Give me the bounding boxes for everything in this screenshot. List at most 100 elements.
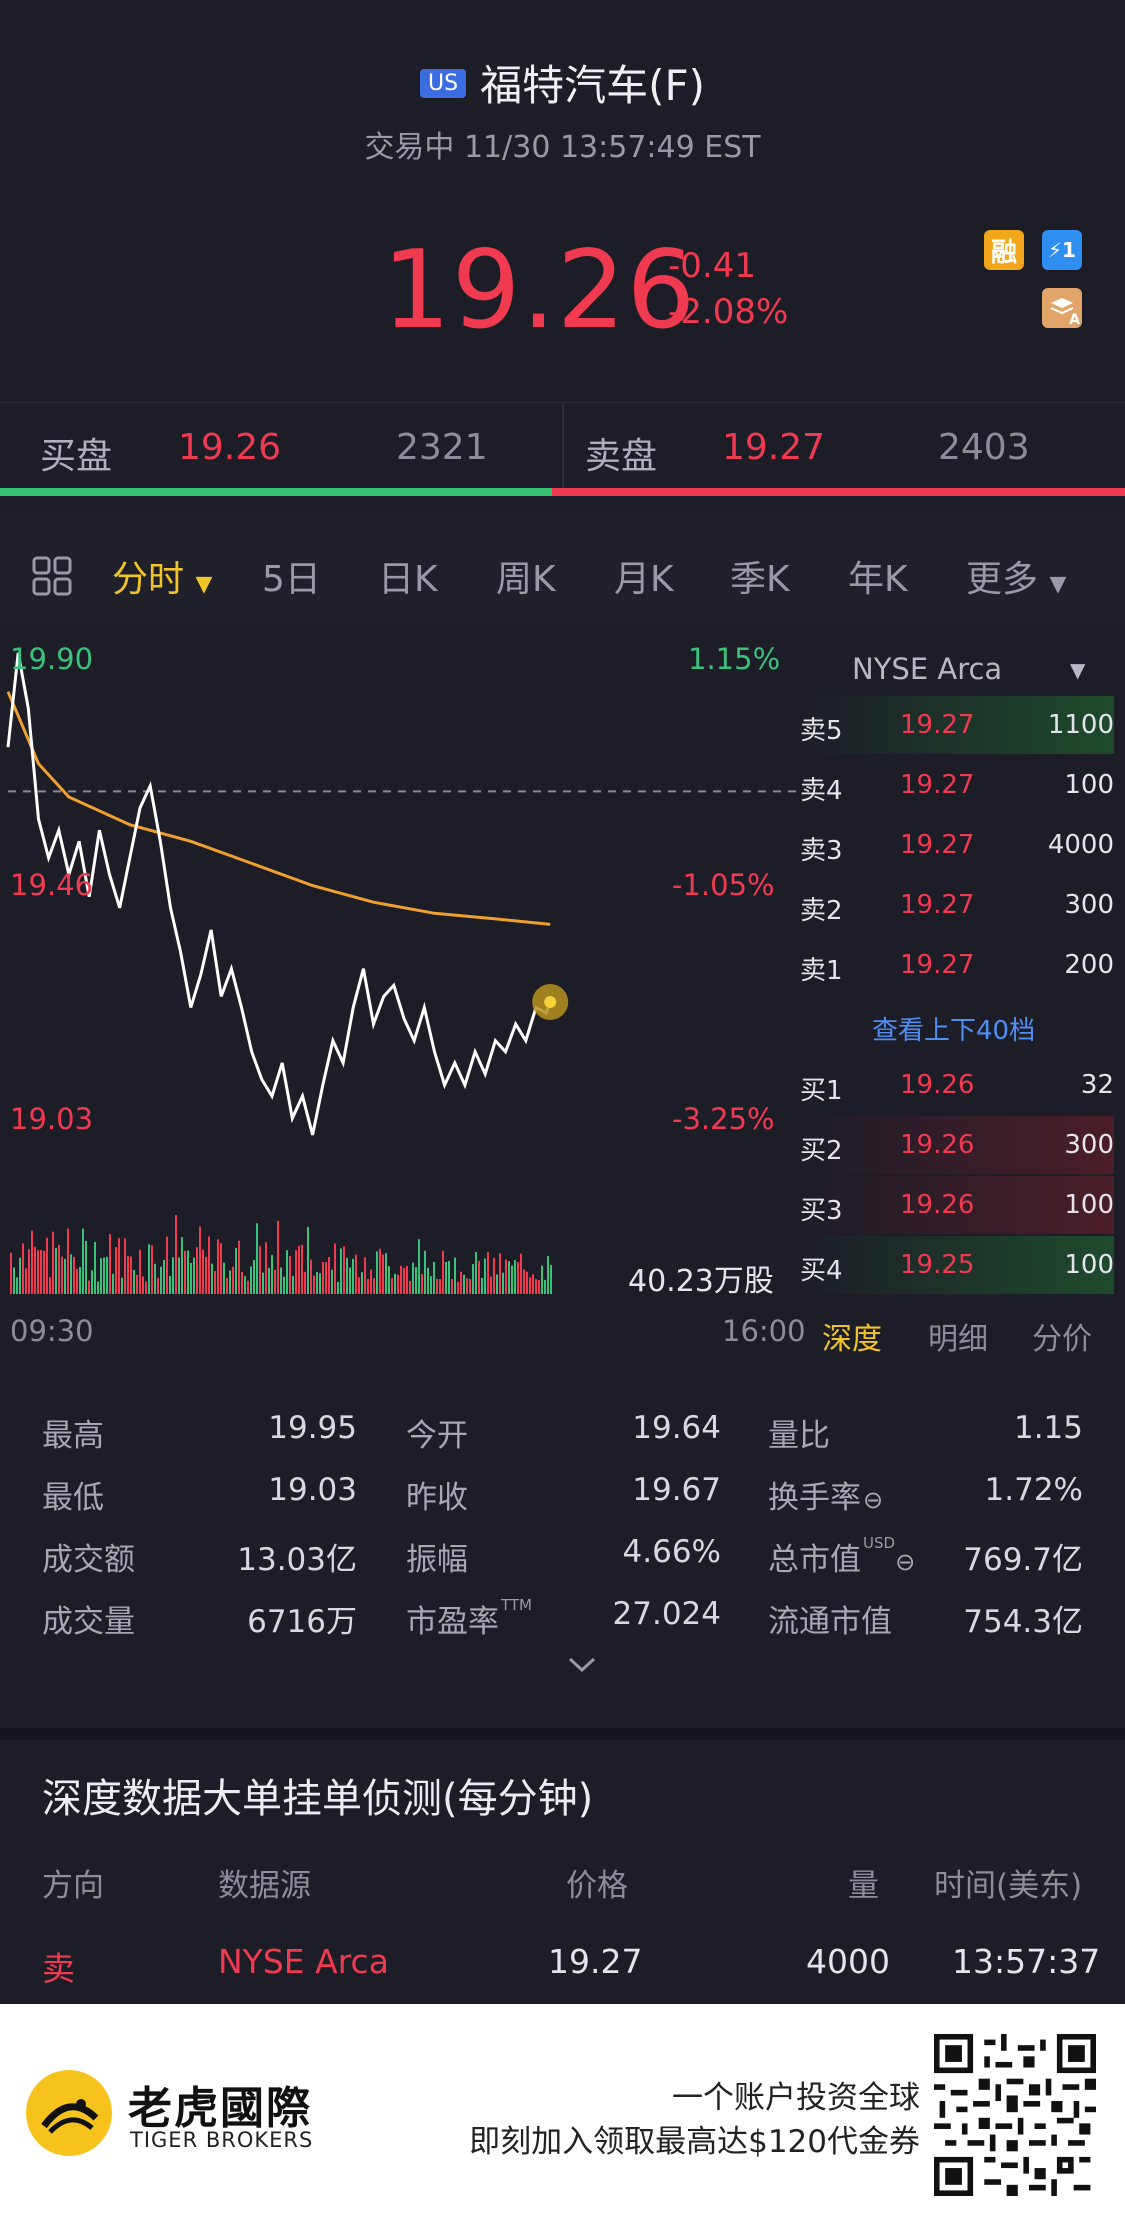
stat-marketcap-label[interactable]: 总市值 USD⊖ [768,1534,915,1579]
volume-bar [511,1265,513,1294]
tab-more[interactable]: 更多 ▼ [966,550,1066,602]
volume-bar [118,1238,120,1294]
stat-amount-label: 成交额 [42,1542,135,1578]
volume-bar [79,1267,81,1294]
bid-row-1[interactable]: 买1 19.26 32 [800,1056,1114,1114]
tab-depth[interactable]: 深度 [822,1322,882,1357]
stock-header: US 福特汽车(F) 交易中 11/30 13:57:49 EST 19.26 -… [0,0,1125,400]
volume-bar [364,1257,366,1294]
ask-level-price: 19.27 [900,830,975,860]
stat-turnover-label[interactable]: 换手率⊖ [768,1472,883,1517]
volume-bar [91,1270,93,1294]
volume-bar [100,1258,102,1294]
bid-row-4[interactable]: 买4 19.25 100 [800,1236,1114,1294]
volume-bar [28,1249,30,1294]
volume-bar [295,1250,297,1294]
volume-bar [166,1236,168,1294]
chevron-down-icon[interactable] [566,1654,598,1680]
info-icon[interactable]: ⊖ [895,1548,916,1576]
trading-status: 交易中 11/30 13:57:49 EST [364,130,761,165]
volume-bar [223,1262,225,1294]
lightning-icon[interactable]: ⚡1 [1042,230,1082,270]
row-time: 13:57:37 [952,1942,1101,1981]
info-icon[interactable]: ⊖ [863,1486,884,1514]
layers-badge-label: A [1069,312,1080,328]
bid-size: 2321 [396,427,488,468]
promo-footer[interactable]: 老虎國際 TIGER BROKERS 一个账户投资全球 即刻加入领取最高达$12… [0,2004,1125,2222]
tab-daily[interactable]: 日K [378,559,438,600]
caret-down-icon[interactable]: ▼ [1070,658,1086,682]
volume-bar [265,1242,267,1294]
bid-level-label: 买3 [800,1196,843,1226]
volume-bar [142,1276,144,1294]
volume-bar [196,1247,198,1294]
volume-bar [13,1267,15,1294]
volume-bar [334,1243,336,1294]
volume-bar [271,1254,273,1294]
view-more-levels-link[interactable]: 查看上下40档 [872,1016,1036,1046]
margin-badge[interactable]: 融 [984,230,1024,270]
ask-level-size: 200 [1064,950,1114,980]
ask-row-3[interactable]: 卖3 19.27 4000 [800,816,1114,874]
volume-bar [475,1252,477,1294]
ask-level-price: 19.27 [900,770,975,800]
volume-bar [94,1241,96,1294]
volume-bar [406,1265,408,1294]
volume-bar [373,1278,375,1294]
ask-row-4[interactable]: 卖4 19.27 100 [800,756,1114,814]
tab-price-distribution[interactable]: 分价 [1032,1322,1092,1357]
volume-bar [520,1253,522,1294]
grid-icon[interactable] [32,556,72,600]
volume-bar [400,1265,402,1294]
ask-size: 2403 [938,427,1030,468]
volume-bar [547,1256,549,1294]
ask-row-1[interactable]: 卖1 19.27 200 [800,936,1114,994]
tab-yearly[interactable]: 年K [848,559,908,600]
volume-bar [19,1257,21,1294]
average-price-line [6,691,551,926]
ask-level-price: 19.27 [900,890,975,920]
tab-monthly[interactable]: 月K [614,559,674,600]
layers-icon[interactable]: A [1042,288,1082,328]
volume-bar [298,1245,300,1294]
pct-label-mid: -1.05% [672,868,775,902]
volume-bar [67,1228,69,1294]
pct-label-high: 1.15% [688,642,781,676]
volume-bar [538,1280,540,1294]
volume-bar [70,1254,72,1294]
tab-quarterly[interactable]: 季K [730,559,790,600]
bid-row-3[interactable]: 买3 19.26 100 [800,1176,1114,1234]
tab-weekly[interactable]: 周K [496,559,556,600]
stat-pe-label-text: 市盈率 [406,1604,499,1640]
volume-bar [283,1276,285,1294]
ask-row-5[interactable]: 卖5 19.27 1100 [800,696,1114,754]
promo-line-2: 即刻加入领取最高达$120代金券 [469,2124,920,2160]
exchange-selector[interactable]: NYSE Arca [852,652,1002,686]
tab-trades[interactable]: 明细 [928,1322,988,1357]
volume-bar [457,1281,459,1294]
volume-bar [523,1269,525,1294]
volume-bar [421,1274,423,1294]
col-time: 时间(美东) [934,1868,1083,1904]
stat-volume-label: 成交量 [42,1604,135,1640]
volume-bar [220,1243,222,1294]
volume-bar [274,1269,276,1294]
volume-bar [106,1256,108,1294]
qr-code-icon[interactable] [934,2034,1096,2196]
volume-bar [535,1279,537,1294]
volume-bars [10,1215,552,1294]
bid-row-2[interactable]: 买2 19.26 300 [800,1116,1114,1174]
tab-5day[interactable]: 5日 [262,559,321,600]
volume-bar [292,1275,294,1294]
volume-bar [46,1237,48,1294]
volume-bar [217,1239,219,1294]
ask-row-2[interactable]: 卖2 19.27 300 [800,876,1114,934]
live-price-dot-core [544,995,557,1008]
volume-bar [376,1251,378,1294]
row-price: 19.27 [548,1942,643,1981]
intraday-chart[interactable]: 19.90 19.46 19.03 1.15% -1.05% -3.25% 40… [0,624,806,1348]
volume-bar [355,1254,357,1294]
bid-ask-bar: 买盘 19.26 2321 卖盘 19.27 2403 [0,402,1125,495]
volume-bar [184,1250,186,1294]
tab-intraday[interactable]: 分时 ▼ [112,550,212,602]
